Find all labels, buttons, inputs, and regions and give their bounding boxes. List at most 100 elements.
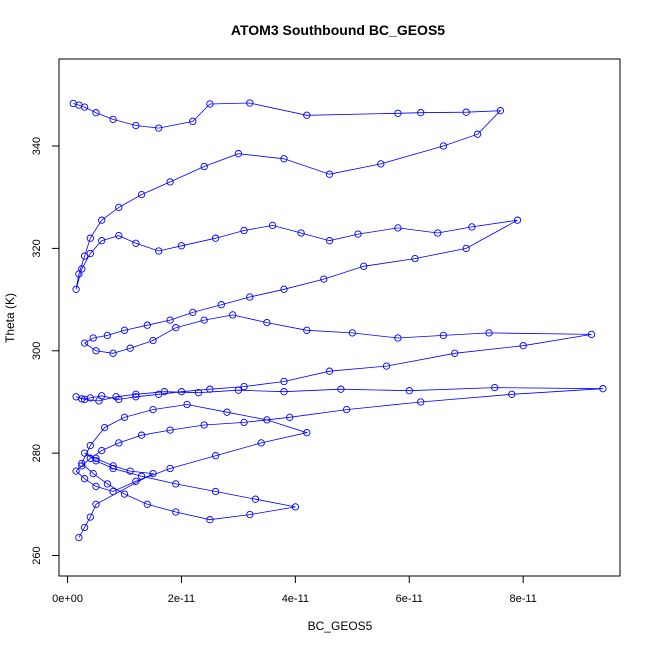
x-tick-label: 2e-11	[168, 593, 195, 605]
data-point	[360, 262, 368, 270]
data-point	[240, 418, 248, 427]
y-tick-label: 320	[31, 239, 43, 257]
data-point	[86, 249, 94, 258]
data-point	[132, 477, 140, 485]
data-point	[92, 454, 100, 462]
data-point	[280, 377, 288, 386]
data-point	[211, 487, 220, 496]
data-point	[100, 423, 109, 432]
data-point	[92, 482, 100, 491]
data-point	[223, 408, 231, 416]
data-point	[599, 385, 607, 393]
data-point	[439, 331, 448, 340]
data-point	[491, 383, 499, 392]
data-point	[132, 239, 140, 247]
data-point	[189, 308, 197, 317]
x-tick-label: 4e-11	[282, 593, 309, 605]
data-point	[496, 107, 505, 115]
data-point	[75, 533, 83, 542]
y-tick-label: 280	[31, 444, 43, 462]
data-point	[303, 429, 311, 437]
data-point	[200, 162, 208, 171]
data-point	[112, 393, 120, 401]
data-point	[251, 495, 260, 503]
data-point	[280, 155, 288, 163]
data-point	[86, 234, 94, 242]
data-point	[229, 311, 237, 319]
data-point	[137, 190, 146, 199]
data-point	[80, 523, 89, 532]
data-point	[417, 109, 425, 117]
x-axis-label: BC_GEOS5	[308, 619, 373, 633]
data-point	[394, 224, 402, 232]
data-point	[377, 160, 385, 168]
data-point	[200, 316, 208, 324]
data-point	[513, 216, 522, 224]
data-point	[143, 321, 151, 329]
data-point	[72, 467, 80, 475]
data-point	[382, 362, 391, 370]
x-tick-label: 6e-11	[396, 593, 423, 605]
data-point	[354, 230, 362, 238]
data-point	[120, 413, 129, 421]
data-point	[297, 229, 305, 237]
data-point	[155, 124, 163, 132]
data-point	[587, 330, 596, 339]
data-point	[98, 446, 106, 455]
data-point	[149, 469, 157, 478]
data-point	[189, 117, 197, 126]
y-axis: 260 280 300 320 340	[31, 137, 60, 565]
data-point	[337, 385, 345, 393]
data-point	[508, 390, 516, 398]
data-point	[80, 103, 89, 111]
data-point	[451, 349, 459, 357]
chart-title: ATOM3 Southbound BC_GEOS5	[231, 22, 445, 38]
data-point	[137, 472, 146, 480]
data-point	[405, 387, 413, 395]
data-point	[206, 385, 214, 393]
data-point	[263, 416, 271, 424]
data-point	[468, 223, 476, 231]
data-point	[115, 231, 123, 240]
data-point	[72, 285, 80, 293]
data-point	[166, 178, 174, 186]
data-point	[172, 480, 180, 488]
data-point	[325, 367, 334, 375]
data-point	[325, 170, 334, 178]
data-point	[109, 487, 117, 496]
data-point	[183, 400, 191, 409]
data-point	[132, 393, 140, 401]
data-point	[348, 329, 356, 337]
series-line	[73, 102, 603, 538]
data-point	[206, 516, 214, 524]
data-point	[485, 329, 493, 337]
data-point	[257, 439, 265, 447]
data-point	[211, 452, 220, 460]
data-point	[80, 395, 89, 404]
data-point	[155, 247, 163, 255]
data-point	[115, 439, 123, 447]
data-point	[217, 301, 225, 309]
data-point	[280, 285, 288, 293]
data-point	[149, 405, 157, 414]
data-point	[177, 242, 186, 250]
data-point	[172, 324, 180, 332]
data-point	[89, 469, 97, 478]
data-point	[95, 397, 103, 405]
data-point	[166, 316, 174, 324]
data-point	[246, 510, 254, 519]
data-point	[280, 388, 288, 396]
data-point	[303, 111, 311, 119]
data-point	[120, 326, 129, 334]
data-point	[115, 203, 123, 212]
data-point	[234, 386, 243, 394]
y-tick-label: 260	[31, 546, 43, 564]
data-point	[434, 229, 442, 237]
data-point	[439, 142, 448, 150]
data-point	[92, 347, 100, 355]
data-point	[240, 226, 248, 235]
data-point	[109, 462, 117, 470]
y-tick-label: 340	[31, 137, 43, 155]
data-point	[394, 109, 402, 117]
